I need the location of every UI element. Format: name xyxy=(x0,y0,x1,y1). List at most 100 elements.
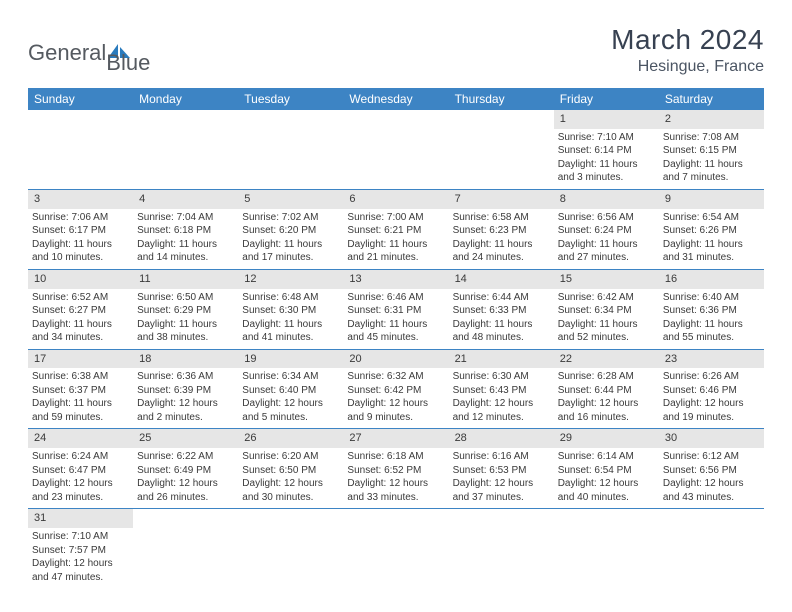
detail-line: Sunset: 6:26 PM xyxy=(663,224,760,238)
day-number-cell: 28 xyxy=(449,429,554,448)
detail-line: Sunrise: 6:28 AM xyxy=(558,370,655,384)
detail-line: Sunset: 6:34 PM xyxy=(558,304,655,318)
detail-line: Daylight: 11 hours xyxy=(137,318,234,332)
detail-line: Daylight: 11 hours xyxy=(32,238,129,252)
day-detail-cell: Sunrise: 7:04 AMSunset: 6:18 PMDaylight:… xyxy=(133,209,238,270)
detail-line: Sunrise: 7:02 AM xyxy=(242,211,339,225)
day-number-cell: 19 xyxy=(238,349,343,368)
detail-line: Sunrise: 6:46 AM xyxy=(347,291,444,305)
empty-cell xyxy=(343,129,448,190)
day-detail-cell: Sunrise: 6:28 AMSunset: 6:44 PMDaylight:… xyxy=(554,368,659,429)
day-detail-cell: Sunrise: 6:40 AMSunset: 6:36 PMDaylight:… xyxy=(659,289,764,350)
day-detail-row: Sunrise: 6:24 AMSunset: 6:47 PMDaylight:… xyxy=(28,448,764,509)
detail-line: Daylight: 11 hours xyxy=(663,318,760,332)
empty-cell xyxy=(343,528,448,588)
day-detail-cell: Sunrise: 6:42 AMSunset: 6:34 PMDaylight:… xyxy=(554,289,659,350)
detail-line: Sunset: 6:20 PM xyxy=(242,224,339,238)
day-detail-row: Sunrise: 7:10 AMSunset: 6:14 PMDaylight:… xyxy=(28,129,764,190)
detail-line: and 10 minutes. xyxy=(32,251,129,265)
detail-line: Sunset: 6:42 PM xyxy=(347,384,444,398)
detail-line: Sunrise: 6:58 AM xyxy=(453,211,550,225)
day-number-cell: 7 xyxy=(449,189,554,208)
day-detail-cell: Sunrise: 6:46 AMSunset: 6:31 PMDaylight:… xyxy=(343,289,448,350)
detail-line: and 38 minutes. xyxy=(137,331,234,345)
weekday-header: Saturday xyxy=(659,88,764,110)
day-detail-row: Sunrise: 6:52 AMSunset: 6:27 PMDaylight:… xyxy=(28,289,764,350)
detail-line: and 37 minutes. xyxy=(453,491,550,505)
day-number-row: 12 xyxy=(28,110,764,129)
empty-cell xyxy=(238,110,343,129)
detail-line: Sunrise: 7:10 AM xyxy=(558,131,655,145)
weekday-header: Tuesday xyxy=(238,88,343,110)
day-number-cell: 29 xyxy=(554,429,659,448)
day-detail-cell: Sunrise: 6:44 AMSunset: 6:33 PMDaylight:… xyxy=(449,289,554,350)
day-detail-cell: Sunrise: 7:10 AMSunset: 6:14 PMDaylight:… xyxy=(554,129,659,190)
detail-line: and 30 minutes. xyxy=(242,491,339,505)
detail-line: Sunset: 6:52 PM xyxy=(347,464,444,478)
day-detail-cell: Sunrise: 6:58 AMSunset: 6:23 PMDaylight:… xyxy=(449,209,554,270)
empty-cell xyxy=(238,129,343,190)
day-detail-cell: Sunrise: 6:16 AMSunset: 6:53 PMDaylight:… xyxy=(449,448,554,509)
detail-line: Sunset: 6:33 PM xyxy=(453,304,550,318)
detail-line: Sunrise: 6:38 AM xyxy=(32,370,129,384)
day-detail-cell: Sunrise: 6:32 AMSunset: 6:42 PMDaylight:… xyxy=(343,368,448,429)
day-number-cell: 30 xyxy=(659,429,764,448)
day-number-row: 17181920212223 xyxy=(28,349,764,368)
detail-line: Sunrise: 7:10 AM xyxy=(32,530,129,544)
detail-line: Sunrise: 6:32 AM xyxy=(347,370,444,384)
detail-line: Daylight: 11 hours xyxy=(137,238,234,252)
detail-line: Sunset: 6:15 PM xyxy=(663,144,760,158)
day-detail-row: Sunrise: 7:06 AMSunset: 6:17 PMDaylight:… xyxy=(28,209,764,270)
detail-line: and 34 minutes. xyxy=(32,331,129,345)
empty-cell xyxy=(343,509,448,528)
day-detail-cell: Sunrise: 6:18 AMSunset: 6:52 PMDaylight:… xyxy=(343,448,448,509)
day-detail-cell: Sunrise: 6:30 AMSunset: 6:43 PMDaylight:… xyxy=(449,368,554,429)
day-number-cell: 8 xyxy=(554,189,659,208)
detail-line: Daylight: 12 hours xyxy=(32,477,129,491)
detail-line: Sunrise: 7:08 AM xyxy=(663,131,760,145)
brand-first: General xyxy=(28,40,106,66)
empty-cell xyxy=(554,509,659,528)
detail-line: Daylight: 11 hours xyxy=(347,318,444,332)
detail-line: Sunset: 6:43 PM xyxy=(453,384,550,398)
day-number-cell: 6 xyxy=(343,189,448,208)
detail-line: and 48 minutes. xyxy=(453,331,550,345)
day-detail-cell: Sunrise: 6:26 AMSunset: 6:46 PMDaylight:… xyxy=(659,368,764,429)
day-number-cell: 2 xyxy=(659,110,764,129)
detail-line: Daylight: 12 hours xyxy=(663,397,760,411)
detail-line: and 59 minutes. xyxy=(32,411,129,425)
day-number-cell: 16 xyxy=(659,269,764,288)
detail-line: Daylight: 11 hours xyxy=(242,238,339,252)
day-detail-cell: Sunrise: 6:36 AMSunset: 6:39 PMDaylight:… xyxy=(133,368,238,429)
day-detail-cell: Sunrise: 6:14 AMSunset: 6:54 PMDaylight:… xyxy=(554,448,659,509)
day-detail-cell: Sunrise: 6:34 AMSunset: 6:40 PMDaylight:… xyxy=(238,368,343,429)
detail-line: Sunrise: 6:16 AM xyxy=(453,450,550,464)
day-number-cell: 20 xyxy=(343,349,448,368)
detail-line: Sunrise: 6:14 AM xyxy=(558,450,655,464)
detail-line: Sunset: 6:40 PM xyxy=(242,384,339,398)
brand-second: Blue xyxy=(106,50,150,75)
empty-cell xyxy=(133,129,238,190)
detail-line: and 31 minutes. xyxy=(663,251,760,265)
day-number-cell: 5 xyxy=(238,189,343,208)
day-detail-row: Sunrise: 6:38 AMSunset: 6:37 PMDaylight:… xyxy=(28,368,764,429)
detail-line: Daylight: 12 hours xyxy=(663,477,760,491)
detail-line: Sunrise: 6:42 AM xyxy=(558,291,655,305)
detail-line: Sunset: 6:39 PM xyxy=(137,384,234,398)
detail-line: Sunset: 6:23 PM xyxy=(453,224,550,238)
detail-line: Daylight: 12 hours xyxy=(453,397,550,411)
day-number-row: 31 xyxy=(28,509,764,528)
day-number-cell: 18 xyxy=(133,349,238,368)
detail-line: and 55 minutes. xyxy=(663,331,760,345)
detail-line: Sunset: 6:18 PM xyxy=(137,224,234,238)
detail-line: Sunset: 6:24 PM xyxy=(558,224,655,238)
detail-line: Sunrise: 6:40 AM xyxy=(663,291,760,305)
detail-line: Sunrise: 7:06 AM xyxy=(32,211,129,225)
detail-line: Daylight: 12 hours xyxy=(453,477,550,491)
detail-line: and 27 minutes. xyxy=(558,251,655,265)
detail-line: Daylight: 11 hours xyxy=(32,318,129,332)
detail-line: Daylight: 12 hours xyxy=(32,557,129,571)
detail-line: Daylight: 11 hours xyxy=(347,238,444,252)
weekday-header: Thursday xyxy=(449,88,554,110)
weekday-header: Wednesday xyxy=(343,88,448,110)
